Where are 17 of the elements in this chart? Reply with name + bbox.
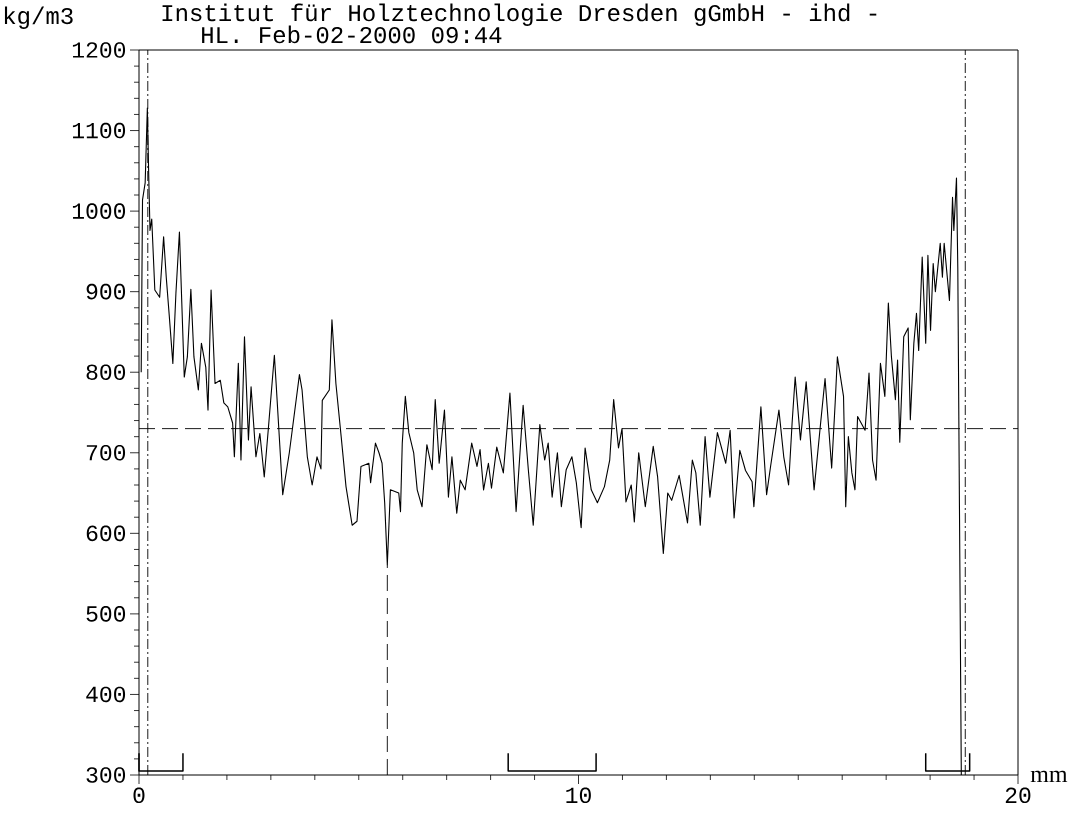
x-tick-label: 0 — [133, 787, 145, 804]
y-tick-label: 700 — [86, 444, 126, 461]
chart-title: Institut für Holztechnologie Dresden gGmbH - ihd - — [162, 3, 877, 26]
y-tick-label: 300 — [86, 767, 126, 783]
y-tick-label: 1000 — [72, 203, 126, 219]
chart-subtitle: HL. Feb-02-2000 09:44 — [202, 25, 502, 44]
y-tick-label: 400 — [86, 686, 126, 703]
y-tick-label: 1100 — [72, 122, 126, 139]
y-tick-label: 800 — [86, 364, 126, 381]
x-axis-title: mm — [1030, 770, 1068, 782]
y-tick-label: 500 — [86, 606, 126, 622]
y-tick-label: 900 — [86, 283, 126, 300]
x-tick-label: 10 — [566, 787, 591, 804]
y-tick-label: 1200 — [72, 42, 126, 58]
y-axis-title: kg/m3 — [4, 6, 73, 29]
x-tick-label: 20 — [1005, 787, 1031, 804]
y-tick-label: 600 — [86, 525, 126, 542]
